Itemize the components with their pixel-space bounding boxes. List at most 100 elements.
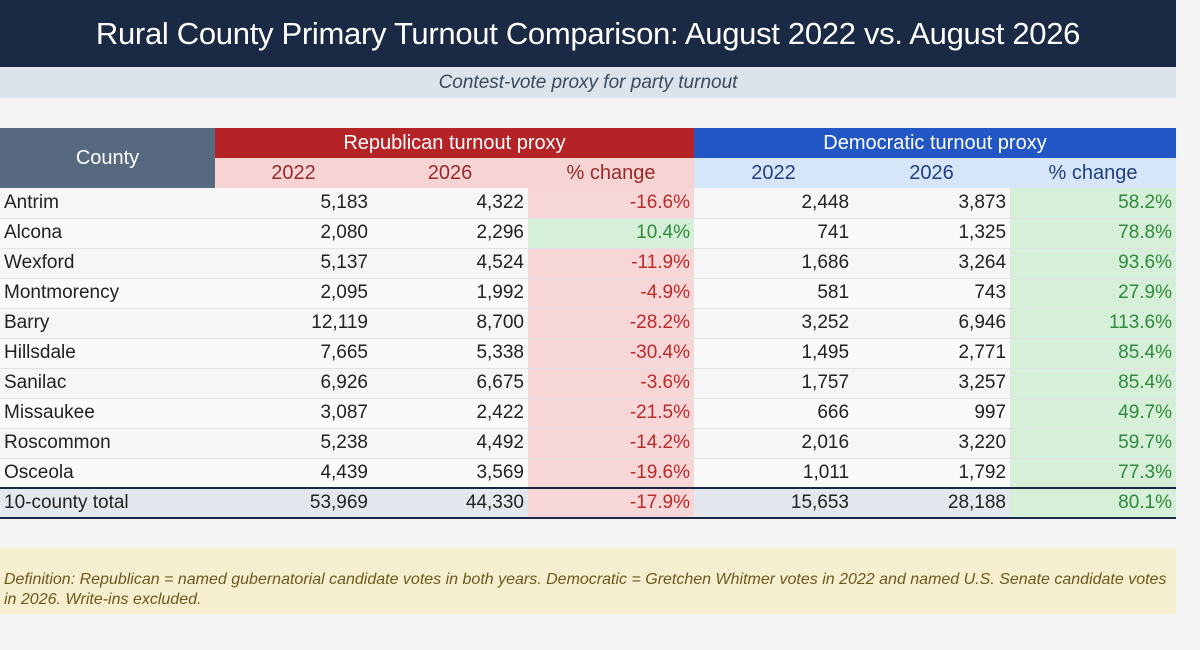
county-cell: Montmorency — [0, 278, 215, 309]
dem-change-cell: 85.4% — [1010, 368, 1177, 399]
total-dem-2022: 15,653 — [694, 487, 854, 519]
dem-change-cell: 78.8% — [1010, 218, 1177, 249]
rep-2022-header: 2022 — [215, 158, 372, 188]
table-row: Roscommon 5,238 4,492 -14.2% 2,016 3,220 59.7% — [0, 428, 1177, 459]
dem-2022-cell: 666 — [694, 398, 854, 429]
dem-2026-cell: 3,873 — [853, 188, 1011, 219]
county-cell: Roscommon — [0, 428, 215, 459]
county-cell: Alcona — [0, 218, 215, 249]
table-row: Wexford 5,137 4,524 -11.9% 1,686 3,264 93.6% — [0, 248, 1177, 279]
county-cell: Sanilac — [0, 368, 215, 399]
turnout-table: County Republican turnout proxy Democrat… — [0, 128, 1177, 519]
dem-change-cell: 27.9% — [1010, 278, 1177, 309]
county-cell: Barry — [0, 308, 215, 339]
rep-2022-cell: 5,183 — [215, 188, 372, 219]
republican-group-header: Republican turnout proxy — [215, 128, 695, 158]
table-row: Hillsdale 7,665 5,338 -30.4% 1,495 2,771 85.4% — [0, 338, 1177, 369]
dem-change-cell: 59.7% — [1010, 428, 1177, 459]
dem-2026-cell: 3,264 — [853, 248, 1011, 279]
rep-2026-cell: 4,322 — [372, 188, 528, 219]
dem-2022-cell: 3,252 — [694, 308, 854, 339]
dem-2026-cell: 6,946 — [853, 308, 1011, 339]
rep-change-cell: -28.2% — [528, 308, 695, 339]
dem-change-cell: 85.4% — [1010, 338, 1177, 369]
dem-2022-cell: 581 — [694, 278, 854, 309]
table-row: Montmorency 2,095 1,992 -4.9% 581 743 27.9% — [0, 278, 1177, 309]
table-row: Sanilac 6,926 6,675 -3.6% 1,757 3,257 85.4% — [0, 368, 1177, 399]
rep-2022-cell: 3,087 — [215, 398, 372, 429]
rep-change-cell: -30.4% — [528, 338, 695, 369]
county-cell: Missaukee — [0, 398, 215, 429]
rep-change-cell: -19.6% — [528, 458, 695, 489]
page-subtitle: Contest-vote proxy for party turnout — [0, 67, 1176, 98]
table-row: Barry 12,119 8,700 -28.2% 3,252 6,946 113.6% — [0, 308, 1177, 339]
dem-2026-cell: 1,325 — [853, 218, 1011, 249]
county-column-header: County — [0, 128, 215, 188]
rep-2022-cell: 5,137 — [215, 248, 372, 279]
rep-2022-cell: 4,439 — [215, 458, 372, 489]
dem-2022-cell: 1,011 — [694, 458, 854, 489]
total-row: 10-county total 53,969 44,330 -17.9% 15,… — [0, 487, 1177, 519]
rep-2022-cell: 2,080 — [215, 218, 372, 249]
dem-change-cell: 77.3% — [1010, 458, 1177, 489]
rep-change-cell: 10.4% — [528, 218, 695, 249]
rep-2026-header: 2026 — [372, 158, 528, 188]
dem-change-cell: 93.6% — [1010, 248, 1177, 279]
definition-note: Definition: Republican = named gubernato… — [0, 548, 1176, 614]
rep-change-cell: -4.9% — [528, 278, 695, 309]
rep-2022-cell: 12,119 — [215, 308, 372, 339]
county-cell: Wexford — [0, 248, 215, 279]
total-rep-change: -17.9% — [528, 487, 695, 519]
dem-2022-cell: 1,495 — [694, 338, 854, 369]
page-title: Rural County Primary Turnout Comparison:… — [0, 0, 1176, 67]
dem-change-header: % change — [1010, 158, 1177, 188]
dem-2022-cell: 1,757 — [694, 368, 854, 399]
table-row: Osceola 4,439 3,569 -19.6% 1,011 1,792 77.3% — [0, 458, 1177, 489]
total-label: 10-county total — [0, 487, 215, 519]
rep-2026-cell: 4,524 — [372, 248, 528, 279]
rep-2026-cell: 3,569 — [372, 458, 528, 489]
rep-2022-cell: 6,926 — [215, 368, 372, 399]
table-row: Missaukee 3,087 2,422 -21.5% 666 997 49.7% — [0, 398, 1177, 429]
dem-2022-cell: 2,016 — [694, 428, 854, 459]
total-dem-2026: 28,188 — [853, 487, 1011, 519]
dem-2026-cell: 743 — [853, 278, 1011, 309]
dem-2022-cell: 2,448 — [694, 188, 854, 219]
total-rep-2026: 44,330 — [372, 487, 528, 519]
table-row: Alcona 2,080 2,296 10.4% 741 1,325 78.8% — [0, 218, 1177, 249]
rep-2026-cell: 4,492 — [372, 428, 528, 459]
dem-change-cell: 58.2% — [1010, 188, 1177, 219]
rep-change-cell: -11.9% — [528, 248, 695, 279]
dem-2022-cell: 1,686 — [694, 248, 854, 279]
dem-2026-cell: 1,792 — [853, 458, 1011, 489]
total-dem-change: 80.1% — [1010, 487, 1177, 519]
rep-2022-cell: 7,665 — [215, 338, 372, 369]
rep-change-cell: -3.6% — [528, 368, 695, 399]
county-cell: Antrim — [0, 188, 215, 219]
table-row: Antrim 5,183 4,322 -16.6% 2,448 3,873 58.2% — [0, 188, 1177, 219]
rep-change-cell: -21.5% — [528, 398, 695, 429]
total-rep-2022: 53,969 — [215, 487, 372, 519]
dem-2022-cell: 741 — [694, 218, 854, 249]
table-body: Antrim 5,183 4,322 -16.6% 2,448 3,873 58.2% Alc… — [0, 188, 1177, 489]
rep-2022-cell: 5,238 — [215, 428, 372, 459]
rep-2026-cell: 5,338 — [372, 338, 528, 369]
dem-2026-cell: 997 — [853, 398, 1011, 429]
dem-2026-header: 2026 — [853, 158, 1011, 188]
county-cell: Hillsdale — [0, 338, 215, 369]
rep-change-header: % change — [528, 158, 695, 188]
dem-2026-cell: 3,220 — [853, 428, 1011, 459]
dem-2026-cell: 2,771 — [853, 338, 1011, 369]
rep-2026-cell: 2,422 — [372, 398, 528, 429]
rep-2026-cell: 1,992 — [372, 278, 528, 309]
rep-change-cell: -14.2% — [528, 428, 695, 459]
rep-2026-cell: 2,296 — [372, 218, 528, 249]
dem-2022-header: 2022 — [694, 158, 854, 188]
rep-2026-cell: 8,700 — [372, 308, 528, 339]
democratic-group-header: Democratic turnout proxy — [694, 128, 1177, 158]
rep-change-cell: -16.6% — [528, 188, 695, 219]
dem-change-cell: 49.7% — [1010, 398, 1177, 429]
dem-2026-cell: 3,257 — [853, 368, 1011, 399]
county-cell: Osceola — [0, 458, 215, 489]
rep-2022-cell: 2,095 — [215, 278, 372, 309]
